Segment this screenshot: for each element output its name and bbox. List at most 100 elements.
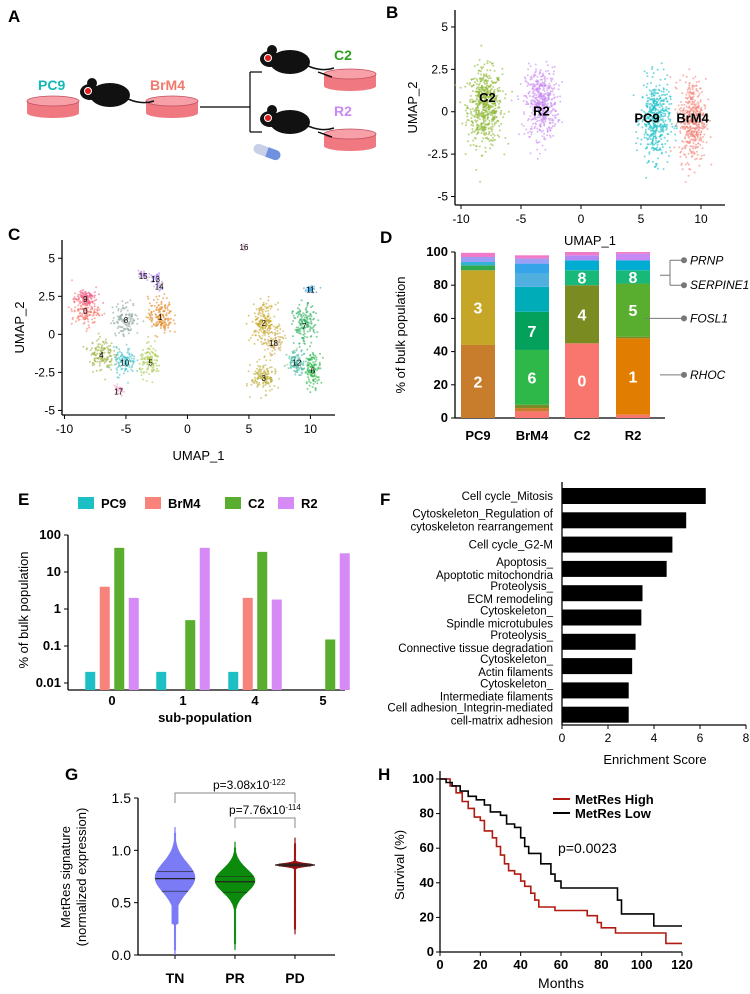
umap-point xyxy=(664,125,667,128)
stacked-bar-PC9: 23 xyxy=(461,252,495,418)
umap-point xyxy=(691,150,693,153)
cluster-label-13: 13 xyxy=(151,275,160,284)
umap-point xyxy=(685,101,687,103)
umap-point xyxy=(655,130,657,133)
umap-point xyxy=(277,308,279,311)
umap-point xyxy=(136,317,139,320)
umap-point xyxy=(650,147,653,150)
umap-point xyxy=(688,68,691,71)
umap-point xyxy=(652,72,655,75)
umap-point xyxy=(498,124,501,127)
umap-point xyxy=(163,323,166,326)
petri-dish-icon xyxy=(323,128,377,151)
umap-point xyxy=(143,370,146,373)
segment-label: 8 xyxy=(578,271,587,288)
umap-point xyxy=(558,84,560,87)
umap-point xyxy=(309,285,312,288)
legend-label: MetRes High xyxy=(575,792,654,807)
umap-point xyxy=(694,75,697,78)
umap-point xyxy=(93,308,96,311)
umap-point xyxy=(151,351,154,354)
umap-point xyxy=(685,105,688,108)
umap-point xyxy=(117,307,120,310)
umap-point xyxy=(470,117,473,119)
umap-point xyxy=(511,90,514,93)
umap-point xyxy=(130,353,133,356)
umap-point xyxy=(702,114,705,117)
umap-point xyxy=(121,329,124,332)
umap-point xyxy=(267,382,270,385)
umap-point xyxy=(661,124,664,127)
umap-point xyxy=(538,72,541,75)
y-axis-label: UMAP_2 xyxy=(12,301,27,353)
umap-point xyxy=(534,122,537,125)
label-c2: C2 xyxy=(334,47,352,63)
umap-point xyxy=(501,90,504,93)
umap-point xyxy=(154,312,157,315)
umap-point xyxy=(685,133,687,136)
umap-point xyxy=(542,96,545,99)
bar-segment xyxy=(616,338,650,415)
umap-point xyxy=(163,329,166,332)
bar-segment xyxy=(461,265,495,271)
umap-point xyxy=(642,115,645,118)
umap-point xyxy=(110,355,113,358)
x-tick-label: 40 xyxy=(513,957,527,972)
umap-point xyxy=(310,358,313,361)
umap-point xyxy=(96,306,99,309)
umap-point xyxy=(79,307,82,310)
umap-point xyxy=(690,113,693,115)
umap-point xyxy=(547,117,550,120)
umap-point xyxy=(472,139,475,142)
mouse-icon xyxy=(80,78,155,107)
umap-point xyxy=(538,152,541,155)
umap-point xyxy=(541,98,544,101)
umap-point xyxy=(119,325,121,328)
umap-point xyxy=(296,369,299,372)
umap-point xyxy=(474,119,477,122)
umap-point xyxy=(98,362,101,365)
umap-point xyxy=(659,123,662,126)
umap-point xyxy=(122,372,125,375)
umap-point xyxy=(273,384,276,387)
umap-point xyxy=(264,389,267,392)
umap-point xyxy=(90,293,92,296)
y-tick-label: 20 xyxy=(420,909,434,924)
umap-point xyxy=(117,389,119,392)
umap-point xyxy=(109,344,112,347)
umap-point xyxy=(264,310,267,313)
umap-point xyxy=(685,117,687,120)
bar-segment xyxy=(515,255,549,259)
umap-point xyxy=(500,122,503,125)
umap-point xyxy=(155,370,158,372)
umap-point xyxy=(480,94,483,97)
umap-point xyxy=(482,77,485,80)
umap-point xyxy=(112,322,115,325)
umap-point xyxy=(535,139,538,142)
umap-point xyxy=(533,83,536,86)
umap-point xyxy=(544,70,547,73)
umap-point xyxy=(86,303,89,306)
umap-point xyxy=(257,307,260,310)
umap-point xyxy=(302,360,305,363)
umap-point xyxy=(248,339,250,342)
umap-point xyxy=(484,111,487,114)
umap-point xyxy=(289,367,292,369)
umap-point xyxy=(300,326,303,329)
umap-point xyxy=(664,78,666,80)
umap-point xyxy=(485,91,487,94)
bar-segment xyxy=(565,255,599,261)
umap-point xyxy=(652,99,655,102)
umap-point xyxy=(696,95,699,98)
umap-point xyxy=(485,93,488,96)
umap-point xyxy=(554,123,557,125)
umap-point xyxy=(651,76,654,78)
umap-point xyxy=(663,136,666,139)
cluster-label-1: 1 xyxy=(158,313,163,322)
bar xyxy=(99,586,110,690)
umap-point xyxy=(540,94,543,97)
umap-point xyxy=(489,113,492,116)
x-tick-label: 2 xyxy=(605,731,612,745)
umap-point xyxy=(696,101,699,104)
umap-point xyxy=(686,97,688,100)
